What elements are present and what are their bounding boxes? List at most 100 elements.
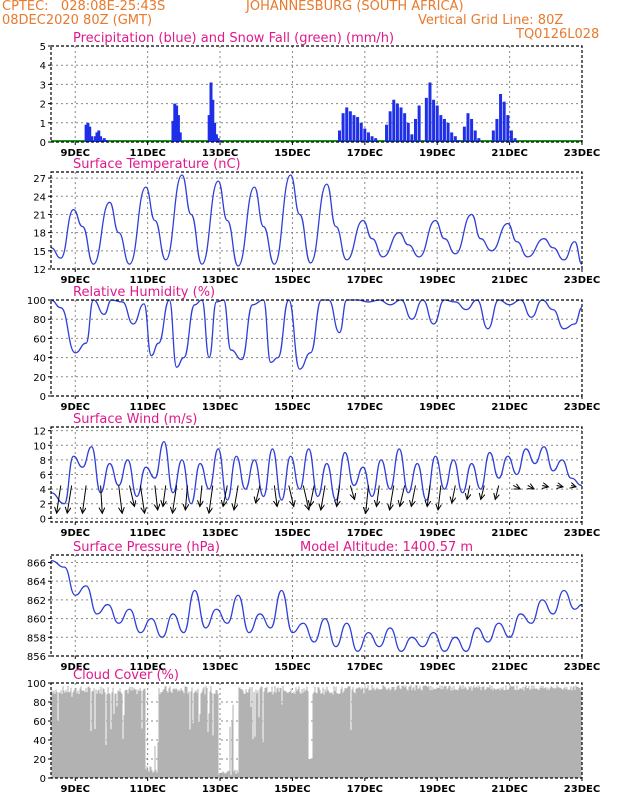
temp-frame [50,171,583,270]
rh-series-line [50,299,583,370]
y-tick-label: 862 [27,596,46,607]
x-tick-label: 19DEC [419,275,455,286]
y-tick-label: 2 [40,500,46,511]
x-tick-label: 17DEC [347,402,383,413]
model-altitude-label: Model Altitude: 1400.57 m [300,540,473,555]
precip-bar [175,105,179,142]
wind-vector-arrow [438,485,441,510]
wind-vector-arrow [57,485,62,513]
precip-bar [213,122,217,142]
precip-bar [93,136,97,142]
wind-vector-arrow [427,485,430,506]
y-tick-label: 0 [40,774,46,785]
precip-bar [88,126,92,142]
precip-bar [218,140,222,142]
header-line1-left: CPTEC: 028:08E-25:43S [2,0,166,14]
y-tick-label: 40 [33,736,46,747]
y-tick-label: 0 [40,138,46,149]
precip-bar [171,120,175,142]
precip-bar [178,132,182,142]
y-tick-label: 0 [40,514,46,525]
wind-vector-arrow [528,485,534,489]
x-tick-label: 15DEC [274,528,310,539]
precip-bar [348,111,352,142]
y-tick-label: 21 [33,210,46,221]
y-tick-label: 864 [27,577,46,588]
x-tick-label: 19DEC [419,662,455,673]
precip-bar [403,113,407,142]
wind-vector-arrow [400,485,406,506]
y-tick-label: 866 [27,558,46,569]
wind-vector-arrow [452,485,456,503]
x-tick-label: 21DEC [491,402,527,413]
wind-vector-arrow [481,485,485,499]
x-tick-label: 11DEC [129,402,165,413]
precip-title: Precipitation (blue) and Snow Fall (gree… [73,31,394,46]
x-tick-label: 23DEC [564,662,600,673]
x-tick-label: 17DEC [347,528,383,539]
wind-vector-arrow [209,485,214,513]
x-tick-label: 15DEC [274,402,310,413]
header-line1-right: JOHANNESBURG (SOUTH AFRICA) [246,0,464,14]
precip-bar [499,94,503,142]
y-tick-label: 860 [27,615,46,626]
x-tick-label: 13DEC [202,275,238,286]
precip-bar [477,138,481,142]
x-tick-label: 17DEC [347,662,383,673]
precip-bar [450,132,454,142]
wind-vector-arrow [67,485,73,513]
y-tick-label: 5 [40,42,46,53]
x-tick-label: 17DEC [347,784,383,795]
x-tick-label: 21DEC [491,528,527,539]
wind-vector-arrow [557,485,563,486]
y-tick-label: 40 [33,354,46,365]
y-tick-label: 2 [40,100,46,111]
precip-bar [406,122,410,142]
wind-vector-arrow [200,485,202,506]
wind-vector-arrow [185,485,187,510]
x-tick-label: 15DEC [274,784,310,795]
x-tick-label: 19DEC [419,402,455,413]
rh-title: Relative Humidity (%) [73,285,215,300]
wind-vector-arrow [234,485,239,510]
wind-vector-arrow [139,485,144,513]
precip-bar [173,103,177,142]
wind-vector-arrow [172,485,178,513]
y-tick-label: 4 [40,61,46,72]
wind-title: Surface Wind (m/s) [73,412,197,427]
precip-bar [491,130,495,142]
precip-bar [363,128,367,142]
wind-vector-arrow [350,485,354,499]
wind-vector-arrow [155,485,158,510]
x-tick-label: 11DEC [129,275,165,286]
precip-bar [370,136,374,142]
wind-vector-arrow [163,485,166,506]
y-tick-label: 24 [33,192,46,203]
x-tick-label: 13DEC [202,148,238,159]
precip-bar [90,136,94,142]
precip-bar [413,118,417,142]
x-tick-label: 17DEC [347,148,383,159]
x-tick-label: 21DEC [491,275,527,286]
wind-vector-arrow [256,485,261,503]
x-tick-label: 9DEC [61,148,90,159]
precip-frame [50,45,583,143]
wind-vector-arrow [411,485,416,506]
precip-bar [502,101,506,142]
x-tick-label: 15DEC [274,662,310,673]
x-tick-label: 21DEC [491,784,527,795]
precip-bar [417,105,421,142]
precip-bar [392,99,396,142]
y-tick-label: 20 [33,755,46,766]
x-tick-label: 15DEC [274,148,310,159]
precip-bar [495,118,499,142]
precip-bar [399,107,403,142]
y-tick-label: 3 [40,80,46,91]
precip-bar [424,97,428,142]
cloud-frame [50,682,583,779]
wind-vector-arrow [288,485,294,506]
x-tick-label: 11DEC [129,528,165,539]
y-tick-label: 80 [33,698,46,709]
precip-bar [513,138,517,142]
header-line2-right: Vertical Grid Line: 80Z [418,13,564,28]
